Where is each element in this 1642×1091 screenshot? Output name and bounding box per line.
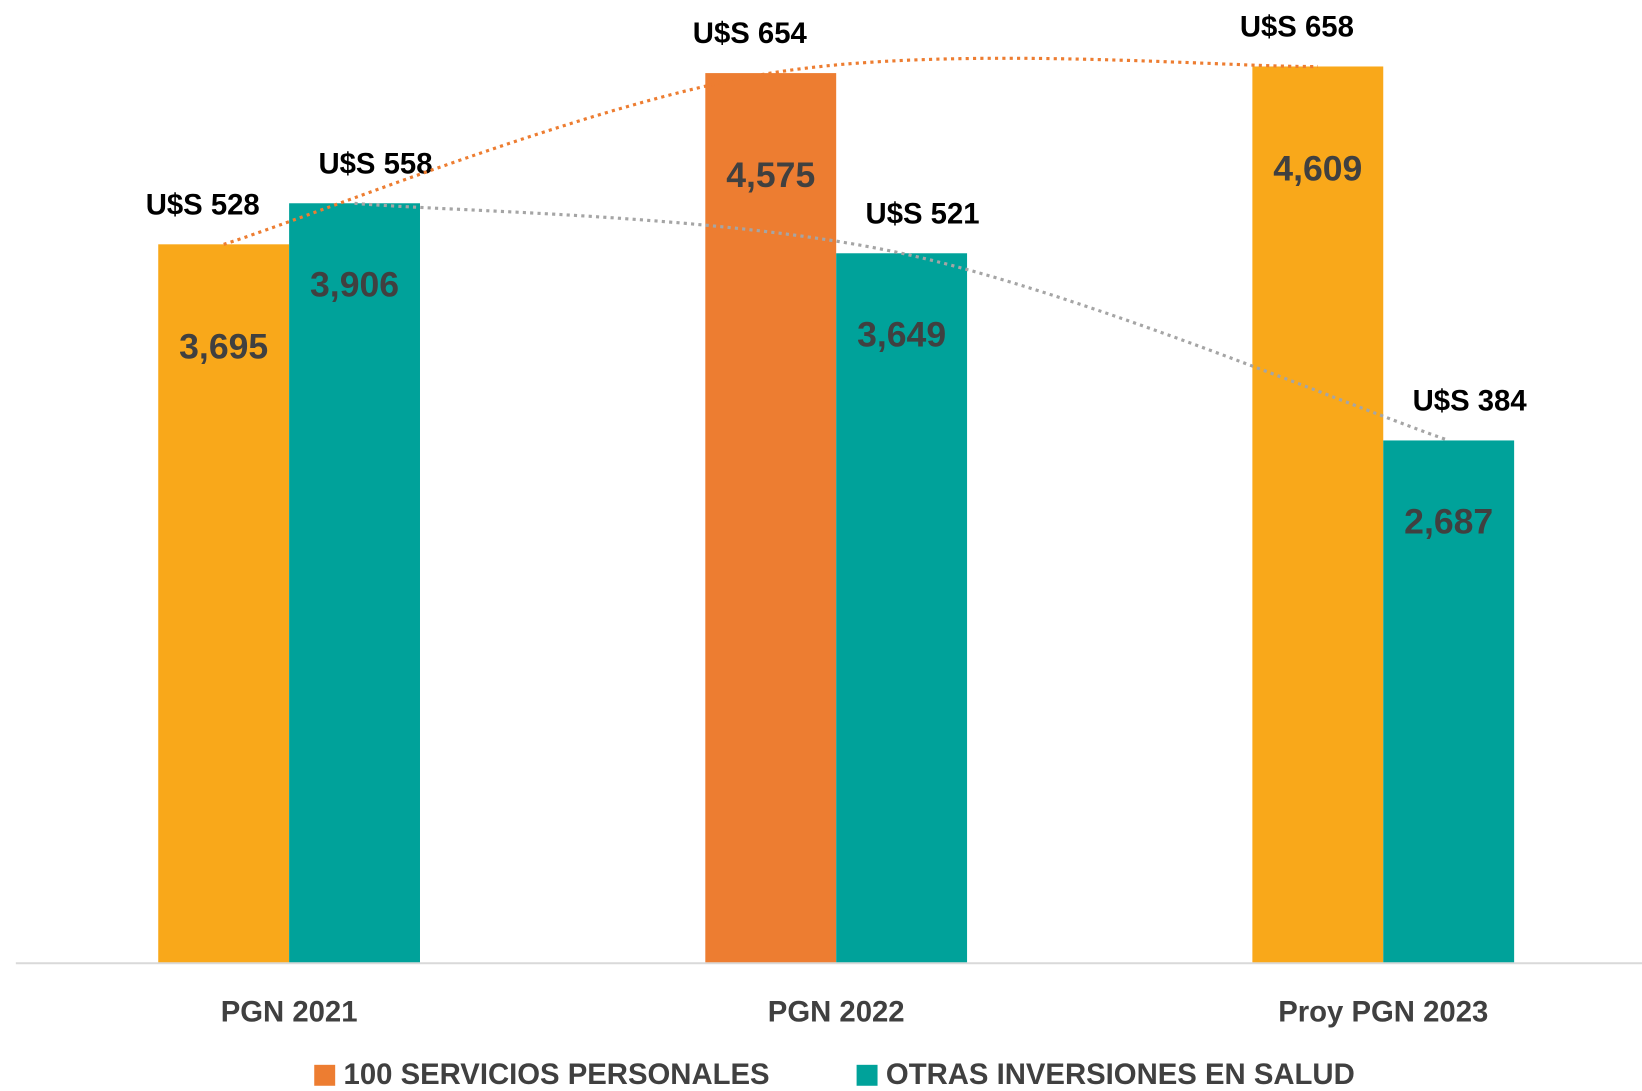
trend-line <box>223 56 1318 246</box>
usd-label: U$S 558 <box>318 147 432 180</box>
legend-label: 100 SERVICIOS PERSONALES <box>344 1058 770 1091</box>
legend-label: OTRAS INVERSIONES EN SALUD <box>886 1058 1355 1091</box>
usd-label: U$S 384 <box>1413 385 1528 418</box>
value-label: 3,695 <box>179 326 268 366</box>
usd-label: U$S 521 <box>866 197 980 230</box>
value-label: 2,687 <box>1404 502 1493 542</box>
value-label: 4,609 <box>1273 149 1362 189</box>
bar <box>1252 66 1384 964</box>
x-tick-label: PGN 2022 <box>768 995 905 1028</box>
usd-label: U$S 654 <box>693 17 808 50</box>
usd-label: U$S 528 <box>146 188 260 221</box>
x-tick-label: Proy PGN 2023 <box>1278 995 1488 1028</box>
bar <box>1383 440 1515 964</box>
value-label: 3,649 <box>857 314 946 354</box>
value-label: 3,906 <box>310 264 399 304</box>
bar <box>836 253 968 964</box>
value-label: 4,575 <box>726 155 815 195</box>
bar <box>705 73 837 964</box>
bar <box>158 244 290 964</box>
legend-swatch <box>856 1064 878 1086</box>
usd-label: U$S 658 <box>1240 11 1354 44</box>
x-tick-label: PGN 2021 <box>221 995 358 1028</box>
legend-swatch <box>314 1064 336 1086</box>
bar <box>289 203 420 964</box>
trend-line <box>354 201 1450 442</box>
